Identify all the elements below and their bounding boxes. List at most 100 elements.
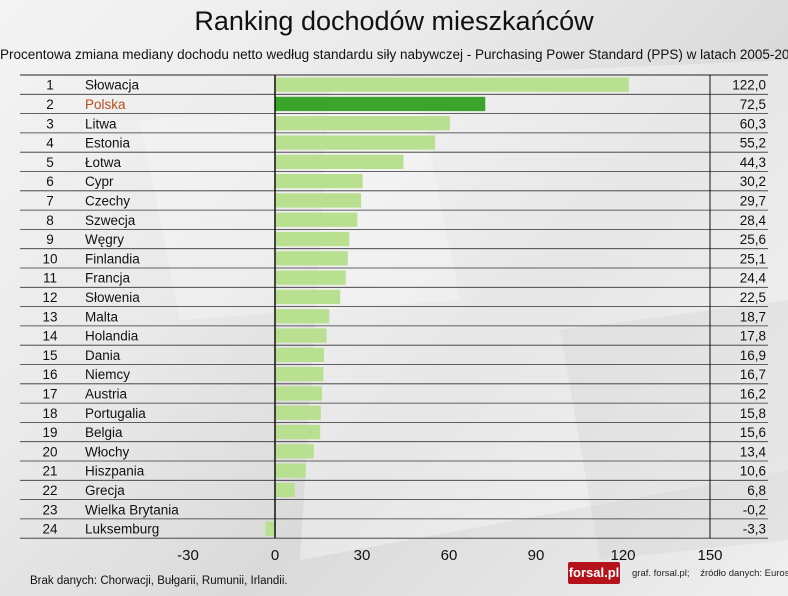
bar-10 [275, 251, 348, 266]
value-label-20: 13,4 [740, 444, 767, 459]
value-label-22: 6,8 [747, 483, 766, 498]
graphic-credit: graf. forsal.pl; [632, 568, 690, 579]
country-label-5: Łotwa [85, 155, 122, 170]
rank-label-15: 15 [42, 348, 57, 363]
country-label-20: Włochy [85, 444, 130, 459]
chart-title: Ranking dochodów mieszkańców [194, 6, 594, 36]
chart-subtitle: Procentowa zmiana mediany dochodu netto … [0, 47, 788, 62]
value-label-8: 28,4 [740, 213, 767, 228]
rank-label-21: 21 [42, 464, 57, 479]
rank-label-11: 11 [43, 271, 57, 286]
rank-label-19: 19 [42, 425, 57, 440]
value-label-9: 25,6 [740, 232, 766, 247]
country-label-15: Dania [85, 348, 121, 363]
x-tick-label-120: 120 [610, 547, 635, 564]
rank-label-4: 4 [46, 136, 54, 151]
value-label-6: 30,2 [740, 174, 766, 189]
x-tick-label-0: 0 [271, 547, 279, 564]
rank-label-18: 18 [42, 406, 57, 421]
rank-label-9: 9 [46, 232, 54, 247]
value-label-2: 72,5 [740, 97, 766, 112]
country-label-16: Niemcy [85, 367, 130, 382]
country-label-19: Belgia [85, 425, 123, 440]
country-label-17: Austria [85, 386, 128, 401]
rank-label-23: 23 [42, 502, 57, 517]
value-label-14: 17,8 [740, 329, 766, 344]
bar-11 [275, 270, 346, 285]
bar-20 [275, 444, 314, 459]
x-tick-label-150: 150 [697, 547, 722, 564]
bar-1 [275, 77, 629, 92]
country-label-23: Wielka Brytania [85, 502, 179, 517]
bar-4 [275, 135, 436, 150]
country-label-6: Cypr [85, 174, 114, 189]
country-label-24: Luksemburg [85, 522, 159, 537]
country-label-10: Finlandia [85, 251, 140, 266]
rank-label-14: 14 [42, 329, 58, 344]
country-label-13: Malta [85, 309, 119, 324]
missing-data-note: Brak danych: Chorwacji, Bułgarii, Rumuni… [30, 575, 288, 587]
x-tick-label-30: 30 [354, 547, 371, 564]
rank-label-6: 6 [46, 174, 54, 189]
bar-9 [275, 231, 350, 247]
bar-12 [275, 289, 341, 305]
value-label-11: 24,4 [740, 271, 767, 286]
bar-3 [275, 116, 450, 131]
country-label-9: Węgry [85, 232, 124, 247]
country-label-2: Polska [85, 97, 126, 112]
credits: graf. forsal.pl; źródło danych: Eurostat [632, 568, 788, 579]
bar-16 [275, 367, 324, 382]
rank-label-1: 1 [46, 78, 54, 93]
country-label-3: Litwa [85, 116, 117, 131]
bar-6 [275, 174, 363, 189]
value-label-13: 18,7 [740, 309, 766, 324]
value-label-15: 16,9 [740, 348, 766, 363]
rank-label-10: 10 [42, 251, 57, 266]
bar-17 [275, 386, 322, 401]
value-label-21: 10,6 [740, 464, 766, 479]
bar-21 [275, 463, 306, 478]
rank-label-3: 3 [46, 116, 54, 131]
bar-8 [275, 212, 358, 227]
rank-label-13: 13 [42, 309, 57, 324]
value-label-16: 16,7 [740, 367, 766, 382]
country-label-22: Grecja [85, 483, 125, 498]
rank-label-8: 8 [46, 213, 54, 228]
rank-label-22: 22 [42, 483, 57, 498]
country-label-4: Estonia [85, 136, 131, 151]
value-label-1: 122,0 [732, 78, 766, 93]
value-label-24: -3,3 [743, 522, 766, 537]
x-tick-label--30: -30 [177, 547, 199, 564]
country-label-12: Słowenia [85, 290, 140, 305]
value-label-19: 15,6 [740, 425, 766, 440]
source-credit: źródło danych: Eurostat [700, 568, 788, 579]
country-label-21: Hiszpania [85, 464, 145, 479]
value-label-5: 44,3 [740, 155, 766, 170]
rank-label-7: 7 [46, 193, 54, 208]
rank-label-20: 20 [42, 444, 57, 459]
bar-19 [275, 424, 321, 440]
value-label-3: 60,3 [740, 116, 766, 131]
rank-label-2: 2 [46, 97, 54, 112]
country-label-11: Francja [85, 271, 131, 286]
value-label-10: 25,1 [740, 251, 766, 266]
value-label-4: 55,2 [740, 136, 766, 151]
rank-label-12: 12 [42, 290, 57, 305]
bar-24 [265, 521, 275, 536]
bar-14 [275, 328, 327, 343]
value-label-12: 22,5 [740, 290, 766, 305]
rank-label-24: 24 [42, 522, 58, 537]
value-label-18: 15,8 [740, 406, 766, 421]
value-label-17: 16,2 [740, 386, 766, 401]
country-label-18: Portugalia [85, 406, 146, 421]
bar-18 [275, 405, 321, 420]
country-label-1: Słowacja [85, 78, 140, 93]
value-label-7: 29,7 [740, 193, 766, 208]
country-label-14: Holandia [85, 329, 139, 344]
rank-label-17: 17 [42, 386, 57, 401]
bar-7 [275, 193, 362, 208]
x-tick-label-60: 60 [441, 547, 458, 564]
x-tick-label-90: 90 [528, 547, 545, 564]
country-label-7: Czechy [85, 193, 130, 208]
